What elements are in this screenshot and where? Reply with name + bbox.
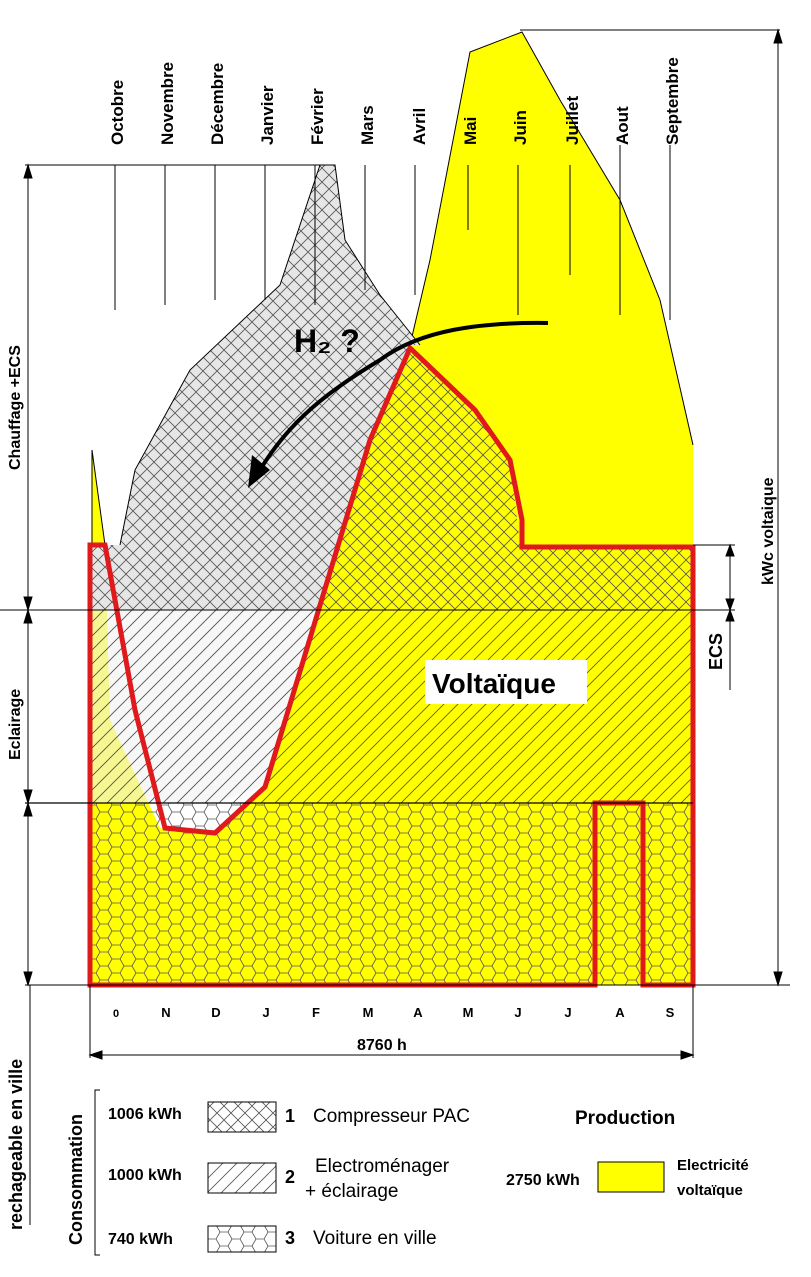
month-gridlines	[114, 145, 671, 320]
month-bottom-label: J	[262, 1005, 269, 1020]
month-bottom-label: J	[514, 1005, 521, 1020]
h2-arrow	[258, 320, 549, 472]
month-bottom-label: M	[463, 1005, 474, 1020]
h2-label: H₂ ?	[294, 323, 360, 359]
legend-swatch-pac	[207, 1101, 277, 1133]
production-title: Production	[575, 1108, 675, 1129]
month-labels-bottom: 0 N D J F M A M J J A S	[113, 1005, 675, 1020]
month-top-label: Mai	[461, 117, 480, 145]
legend-kwh-3: 740 kWh	[108, 1231, 173, 1248]
month-bottom-label: N	[161, 1005, 170, 1020]
month-bottom-label: D	[211, 1005, 220, 1020]
legend-num-3: 3	[285, 1228, 295, 1248]
month-top-label: Novembre	[158, 62, 177, 145]
month-bottom-label: S	[666, 1005, 675, 1020]
month-top-label: Juin	[511, 110, 530, 145]
voltaique-label: Voltaïque	[432, 668, 556, 699]
legend-num-2: 2	[285, 1167, 295, 1187]
consumption-outline	[87, 343, 696, 988]
production-swatch	[597, 1161, 665, 1193]
month-top-label: Avril	[410, 108, 429, 145]
month-top-label: Décembre	[208, 63, 227, 145]
legend-label-2: Electroménager	[315, 1156, 450, 1177]
hours-dimension	[88, 985, 695, 1060]
month-top-label: Juillet	[563, 96, 582, 145]
legend-title: Consommation	[66, 1114, 86, 1245]
legend-label-2b: + éclairage	[305, 1181, 398, 1202]
axis-left-top: Chauffage +ECS	[7, 345, 24, 470]
axis-right-mid: ECS	[706, 633, 726, 670]
axis-right-top: kWc voltaique	[760, 477, 777, 585]
legend-swatch-car	[207, 1225, 277, 1253]
month-bottom-label: J	[564, 1005, 571, 1020]
month-top-label: Mars	[358, 105, 377, 145]
right-dimension-arrows	[725, 28, 783, 987]
month-top-label: Aout	[613, 106, 632, 145]
legend: Consommation 1006 kWh 1 Compresseur PAC …	[66, 1089, 749, 1256]
pac-overlay	[320, 345, 693, 610]
month-bottom-label: A	[413, 1005, 423, 1020]
month-bottom-label: A	[615, 1005, 625, 1020]
hours-label: 8760 h	[357, 1037, 407, 1054]
axis-left-mid: Eclairage	[7, 689, 24, 760]
month-bottom-label: M	[363, 1005, 374, 1020]
legend-label-3: Voiture en ville	[313, 1228, 437, 1249]
production-label-2: voltaïque	[677, 1182, 743, 1199]
month-bottom-label: 0	[113, 1008, 119, 1020]
month-top-label: Février	[308, 88, 327, 145]
month-top-label: Octobre	[108, 80, 127, 145]
legend-num-1: 1	[285, 1106, 295, 1126]
left-dimension-arrows	[23, 163, 33, 987]
legend-swatch-appliance	[207, 1162, 277, 1194]
axis-left-bottom: rechageable en ville	[6, 1059, 26, 1230]
legend-kwh-2: 1000 kWh	[108, 1167, 182, 1184]
month-top-label: Septembre	[663, 57, 682, 145]
production-label: Electricité	[677, 1157, 749, 1174]
compressor-area	[90, 164, 421, 610]
production-kwh: 2750 kWh	[506, 1172, 580, 1189]
month-labels-top: Octobre Novembre Décembre Janvier Février Mar…	[108, 57, 682, 145]
month-top-label: Janvier	[258, 85, 277, 145]
legend-kwh-1: 1006 kWh	[108, 1106, 182, 1123]
month-bottom-label: F	[312, 1005, 320, 1020]
legend-label-1: Compresseur PAC	[313, 1106, 470, 1127]
